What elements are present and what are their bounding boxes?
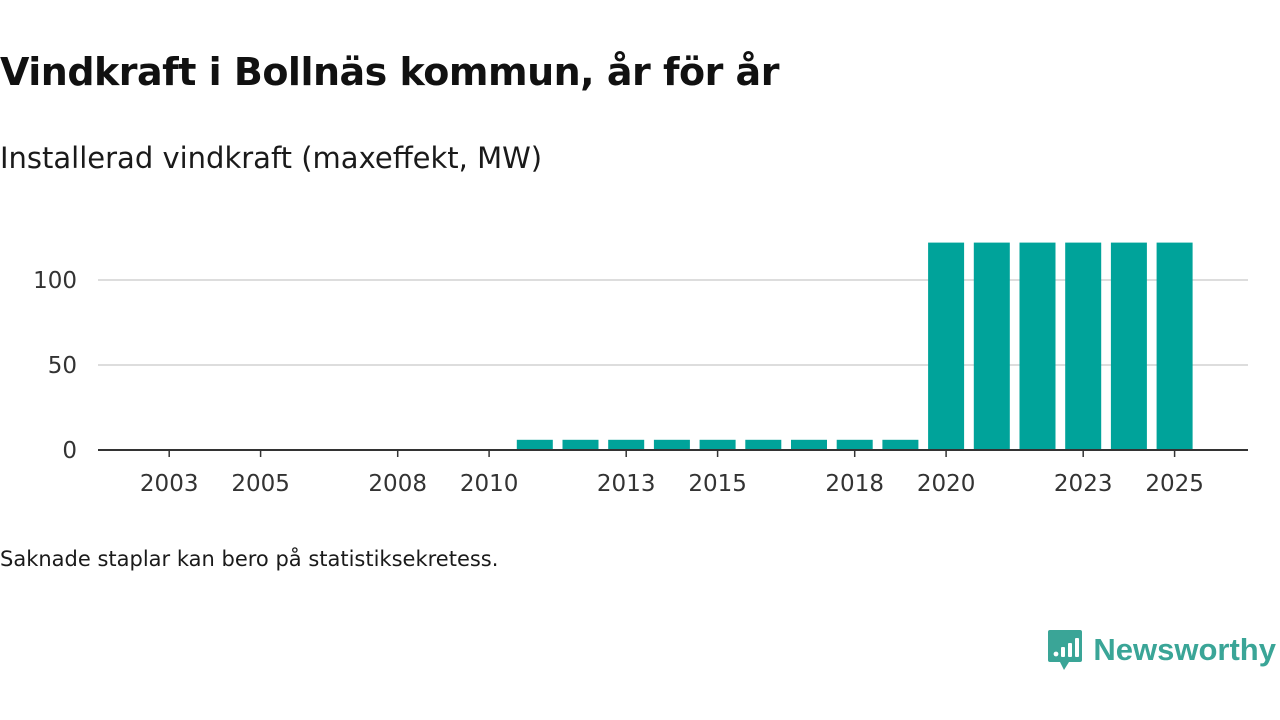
- x-tick-label: 2015: [688, 471, 747, 497]
- grid-layer: [98, 279, 1248, 366]
- bar-2020: [928, 242, 965, 450]
- brand-name: Newsworthy: [1093, 632, 1276, 667]
- bar-2021: [973, 242, 1010, 450]
- bar-2012: [562, 439, 599, 450]
- x-tick-label: 2020: [917, 471, 976, 497]
- x-tick-label: 2013: [597, 471, 656, 497]
- bar-2014: [653, 439, 690, 450]
- y-tick-label: 0: [62, 438, 77, 464]
- bar-2019: [882, 439, 919, 450]
- bar-2011: [516, 439, 553, 450]
- bar-chart: 0 50 100 2003 2005 2008 2010 2013 2015 2018 2020 20…: [33, 242, 1248, 497]
- bar-2017: [791, 439, 827, 450]
- x-tick-label: 2008: [368, 471, 427, 497]
- bar-2025: [1156, 242, 1193, 450]
- bars-layer: [516, 242, 1193, 450]
- y-tick-label: 100: [33, 268, 77, 294]
- x-tick-label: 2010: [460, 471, 519, 497]
- newsworthy-logo-icon: [1048, 630, 1083, 670]
- chart-subtitle: Installerad vindkraft (maxeffekt, MW): [0, 141, 543, 175]
- bar-2022: [1019, 242, 1056, 450]
- bar-2018: [836, 439, 873, 450]
- chart-title: Vindkraft i Bollnäs kommun, år för år: [0, 50, 779, 94]
- brand-logo[interactable]: Newsworthy: [1047, 628, 1276, 672]
- axis-layer: 0 50 100 2003 2005 2008 2010 2013 2015 2018 2020 20…: [33, 268, 1248, 497]
- x-tick-label: 2005: [231, 471, 290, 497]
- x-tick-label: 2003: [140, 471, 199, 497]
- x-tick-label: 2018: [825, 471, 884, 497]
- bar-2024: [1110, 242, 1147, 450]
- x-tick-label: 2025: [1145, 471, 1204, 497]
- footnote: Saknade staplar kan bero på statistiksek…: [0, 547, 499, 571]
- bar-2015: [699, 439, 736, 450]
- bar-2016: [745, 439, 782, 450]
- bar-2013: [608, 439, 645, 450]
- y-tick-label: 50: [48, 353, 77, 379]
- bar-2023: [1065, 242, 1102, 450]
- x-tick-label: 2023: [1054, 471, 1113, 497]
